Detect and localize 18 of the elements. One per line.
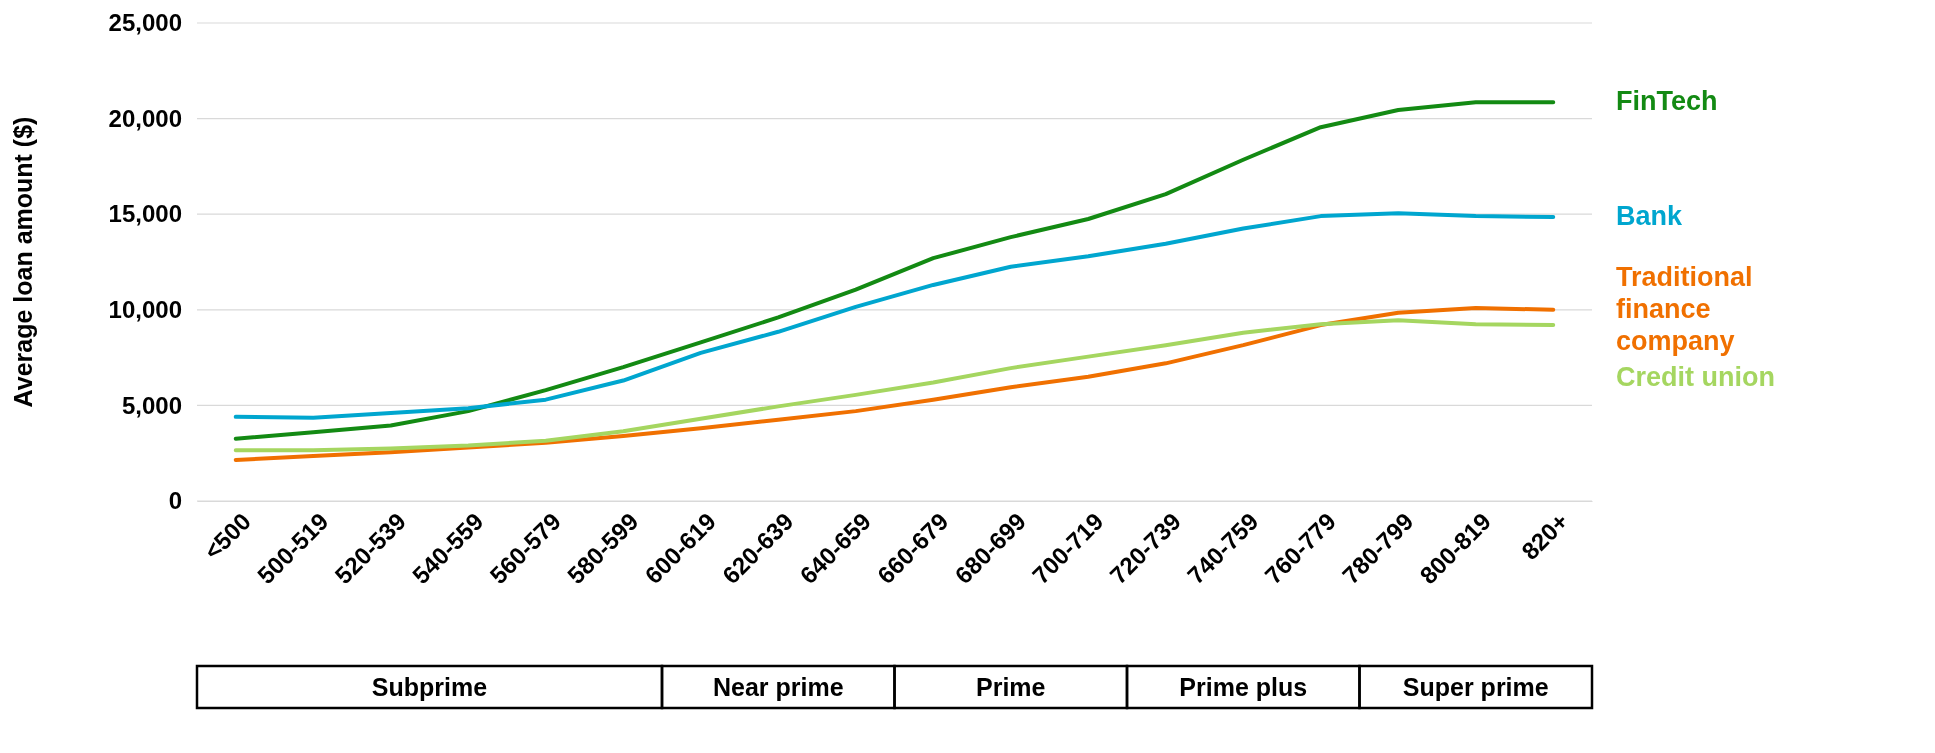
y-axis-title: Average loan amount ($): [9, 116, 37, 408]
line-series: [233, 211, 1556, 420]
y-tick-label: 15,000: [108, 200, 182, 228]
y-tick-label: 25,000: [108, 9, 182, 37]
text: Prime plus: [1179, 673, 1308, 701]
line-series: [233, 100, 1556, 441]
text: Super prime: [1402, 673, 1549, 701]
text: Credit union: [1616, 361, 1775, 392]
text: Prime: [976, 673, 1046, 701]
y-tick-label: 0: [168, 487, 182, 515]
y-tick-label: 20,000: [108, 104, 182, 132]
text: FinTech: [1616, 86, 1718, 117]
text: Subprime: [371, 673, 488, 701]
text: Traditional finance company: [1616, 261, 1753, 356]
y-tick-label: 5,000: [121, 391, 182, 419]
text: Near prime: [712, 673, 844, 701]
y-tick-label: 10,000: [108, 295, 182, 323]
text: Bank: [1616, 201, 1684, 232]
